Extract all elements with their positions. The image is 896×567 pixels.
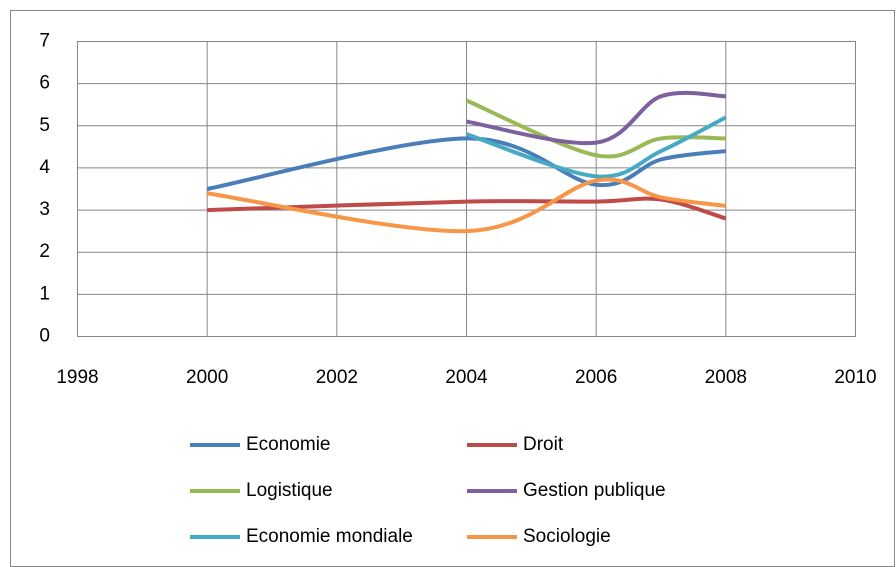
x-tick-label: 2000	[186, 367, 228, 388]
y-tick-label: 3	[39, 199, 50, 220]
series-line	[466, 90, 726, 146]
series-line	[206, 177, 727, 234]
x-tick-label: 2010	[834, 367, 876, 388]
y-tick-label: 1	[39, 283, 50, 304]
series-line	[207, 196, 727, 221]
y-tick-label: 5	[39, 115, 50, 136]
legend-label: Economie	[246, 434, 331, 455]
x-tick-label: 2004	[445, 367, 488, 388]
x-tick-label: 1998	[56, 367, 98, 388]
series-line	[465, 98, 726, 159]
y-tick-label: 2	[39, 241, 50, 262]
legend-label: Economie mondiale	[246, 526, 413, 547]
x-tick-label: 2008	[705, 367, 747, 388]
y-tick-label: 4	[39, 157, 50, 178]
y-tick-label: 7	[39, 31, 50, 52]
legend-label: Droit	[523, 434, 564, 455]
x-tick-label: 2006	[575, 367, 617, 388]
y-tick-label: 0	[39, 326, 50, 347]
x-tick-label: 2002	[316, 367, 358, 388]
legend-label: Sociologie	[523, 526, 611, 547]
legend-label: Logistique	[246, 480, 333, 501]
legend-label: Gestion publique	[523, 480, 666, 501]
y-tick-label: 6	[39, 73, 50, 94]
chart-frame	[10, 10, 895, 567]
series-line	[465, 115, 727, 179]
